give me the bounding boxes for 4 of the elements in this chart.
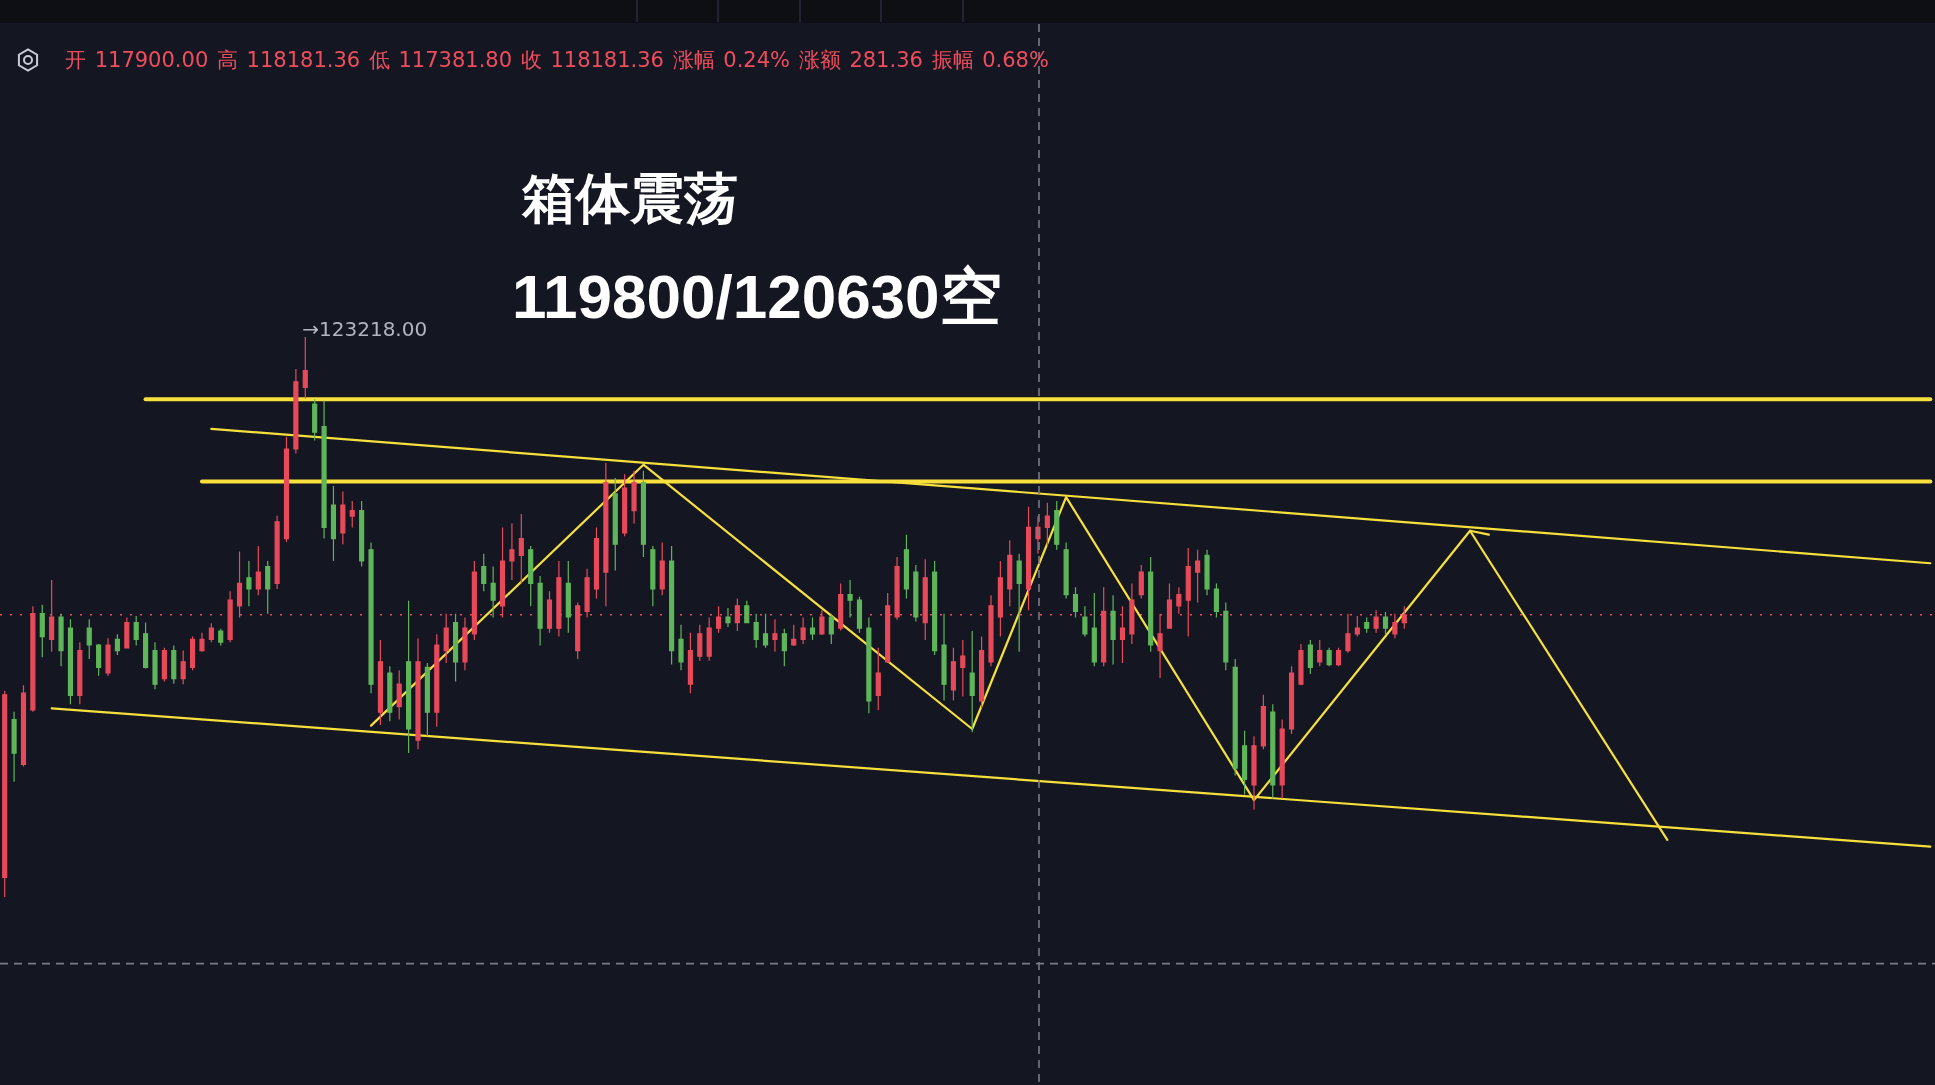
annotation: 开 117900.00 高 118181.36 低 117381.80 收 118181.36 涨幅 0.24% 涨额 281.36 振幅 0.68% [65, 48, 1049, 72]
title: 箱体震荡 [522, 168, 738, 228]
subtitle: 119800/120630空 [512, 262, 1002, 331]
annotation: →123218.00 [302, 317, 428, 341]
